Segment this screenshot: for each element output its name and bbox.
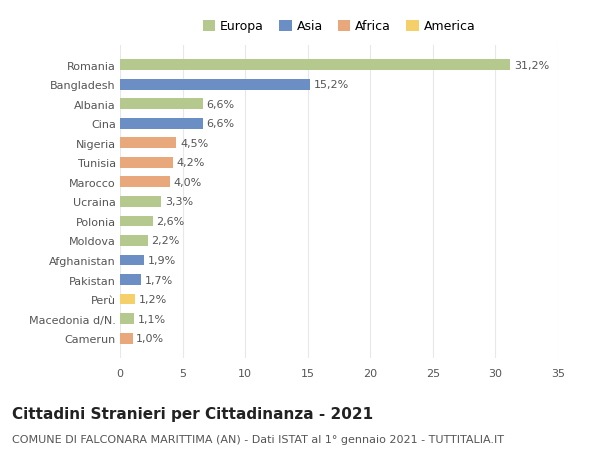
Bar xyxy=(120,177,170,188)
Text: 31,2%: 31,2% xyxy=(514,61,550,70)
Bar xyxy=(120,138,176,149)
Text: 6,6%: 6,6% xyxy=(206,100,235,109)
Text: 6,6%: 6,6% xyxy=(206,119,235,129)
Text: 2,2%: 2,2% xyxy=(151,236,179,246)
Text: 1,1%: 1,1% xyxy=(137,314,166,324)
Text: 4,5%: 4,5% xyxy=(180,139,208,148)
Text: 15,2%: 15,2% xyxy=(314,80,349,90)
Bar xyxy=(120,196,161,207)
Text: 1,9%: 1,9% xyxy=(148,256,176,265)
Bar xyxy=(120,255,144,266)
Bar xyxy=(120,79,310,90)
Text: 2,6%: 2,6% xyxy=(156,217,185,226)
Legend: Europa, Asia, Africa, America: Europa, Asia, Africa, America xyxy=(203,21,475,34)
Bar xyxy=(120,313,134,325)
Bar xyxy=(120,235,148,246)
Text: Cittadini Stranieri per Cittadinanza - 2021: Cittadini Stranieri per Cittadinanza - 2… xyxy=(12,406,373,421)
Bar xyxy=(120,294,135,305)
Bar xyxy=(120,216,152,227)
Bar xyxy=(120,157,173,168)
Bar xyxy=(120,99,203,110)
Text: 4,0%: 4,0% xyxy=(174,178,202,187)
Bar xyxy=(120,274,141,285)
Text: 1,0%: 1,0% xyxy=(136,334,164,343)
Text: 1,7%: 1,7% xyxy=(145,275,173,285)
Text: 3,3%: 3,3% xyxy=(165,197,193,207)
Text: 1,2%: 1,2% xyxy=(139,295,167,304)
Text: 4,2%: 4,2% xyxy=(176,158,205,168)
Bar xyxy=(120,60,511,71)
Bar xyxy=(120,333,133,344)
Text: COMUNE DI FALCONARA MARITTIMA (AN) - Dati ISTAT al 1° gennaio 2021 - TUTTITALIA.: COMUNE DI FALCONARA MARITTIMA (AN) - Dat… xyxy=(12,434,504,444)
Bar xyxy=(120,118,203,129)
